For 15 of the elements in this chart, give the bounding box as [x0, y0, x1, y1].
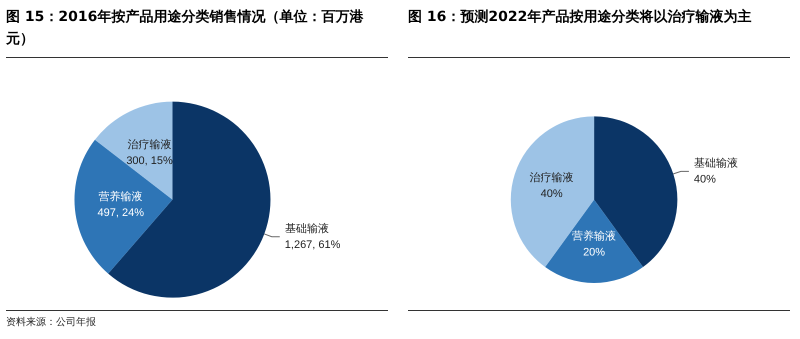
data-label: 300, 15%: [126, 154, 174, 167]
data-label: 497, 24%: [97, 206, 144, 219]
slice-label: 基础输液: [284, 222, 329, 235]
data-label: 20%: [583, 246, 606, 258]
chart-title: 图 15：2016年按产品用途分类销售情况（单位：百万港元）: [6, 6, 388, 58]
data-label: 1,267, 61%: [284, 238, 341, 251]
slice-label: 基础输液: [694, 156, 738, 170]
slice-label: 治疗输液: [128, 138, 172, 151]
data-label: 40%: [540, 188, 563, 200]
slice-label: 营养输液: [98, 190, 143, 203]
slice-label: 治疗输液: [530, 170, 574, 184]
data-label: 40%: [694, 173, 716, 186]
slice-label: 营养输液: [572, 229, 616, 242]
chart-title: 图 16：预测2022年产品按用途分类将以治疗输液为主: [408, 6, 790, 58]
text: 资料来源：公司年报: [6, 310, 388, 335]
